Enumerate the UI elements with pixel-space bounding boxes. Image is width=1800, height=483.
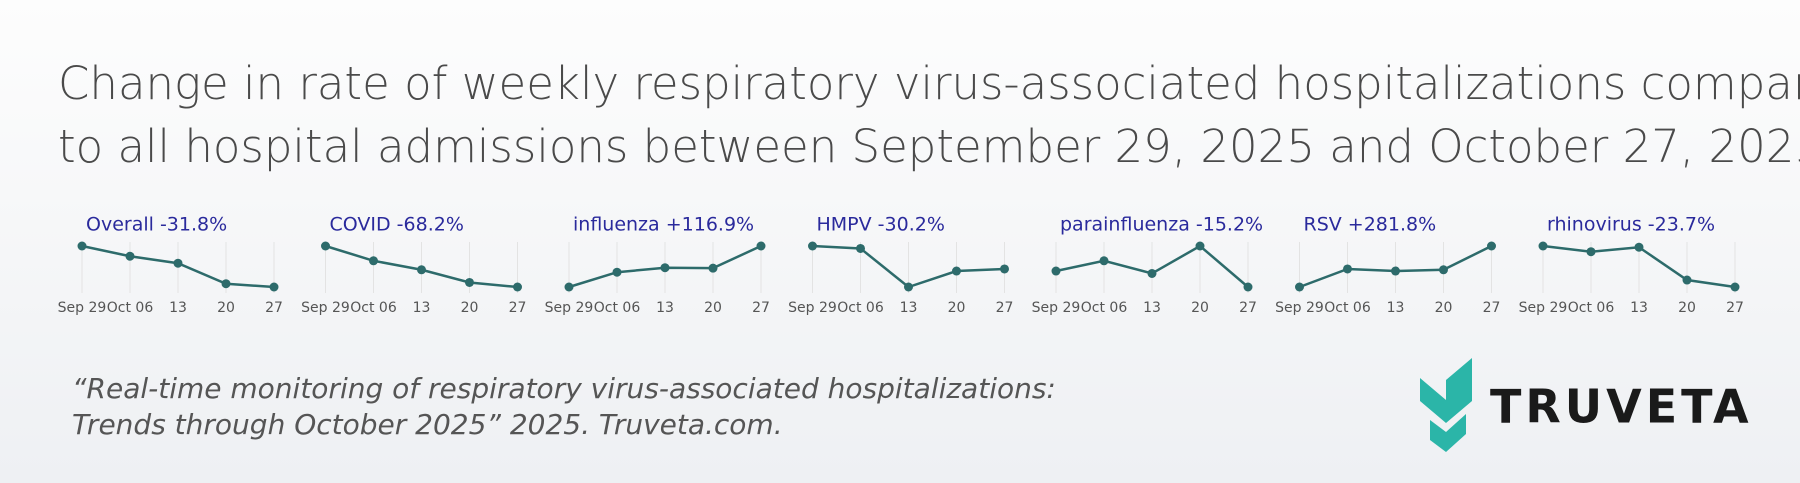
x-tick-label: 13 [1143, 300, 1161, 316]
x-tick-label: 27 [1726, 300, 1744, 316]
x-tick-label: Sep 29 [58, 300, 107, 316]
x-tick-label: 13 [413, 300, 431, 316]
data-point [77, 241, 87, 251]
data-point [1195, 241, 1205, 251]
data-point [173, 258, 183, 268]
data-point [125, 251, 135, 261]
data-point [417, 265, 426, 275]
data-point [1538, 241, 1548, 251]
data-point [1000, 264, 1009, 274]
panel-title: COVID -68.2% [330, 214, 464, 236]
data-point [660, 263, 670, 273]
x-tick-label: Sep 29 [1519, 300, 1568, 316]
x-tick-label: 20 [217, 300, 235, 316]
data-point [708, 263, 718, 273]
x-tick-label: Oct 06 [837, 300, 884, 316]
data-point [1295, 282, 1304, 292]
data-point [1586, 247, 1596, 257]
panel-title: influenza +116.9% [573, 214, 754, 236]
x-tick-label: 27 [752, 300, 770, 316]
x-tick-label: Oct 06 [594, 300, 641, 316]
x-tick-label: 27 [996, 300, 1014, 316]
data-point [856, 243, 865, 253]
logo-text: TRUVETA [1490, 380, 1753, 434]
data-point [321, 241, 330, 251]
x-tick-label: Oct 06 [1324, 300, 1371, 316]
x-tick-label: 27 [509, 300, 527, 316]
data-point [564, 282, 574, 292]
x-tick-label: 20 [948, 300, 966, 316]
x-tick-label: 20 [704, 300, 722, 316]
data-point [1099, 256, 1109, 266]
data-point [1730, 282, 1740, 292]
data-point [1243, 282, 1253, 292]
x-tick-label: 20 [461, 300, 479, 316]
x-tick-label: Oct 06 [1568, 300, 1615, 316]
x-tick-label: Oct 06 [1081, 300, 1128, 316]
x-tick-label: Sep 29 [788, 300, 837, 316]
x-tick-label: Oct 06 [350, 300, 397, 316]
data-point [1487, 241, 1496, 251]
data-point [1439, 265, 1448, 275]
data-point [904, 282, 913, 292]
data-point [952, 266, 961, 276]
data-point [1391, 266, 1400, 276]
data-point [1343, 264, 1352, 274]
x-tick-label: Oct 06 [107, 300, 154, 316]
data-point [221, 279, 231, 289]
title-line: Change in rate of weekly respiratory vir… [58, 57, 1800, 110]
x-tick-label: 20 [1678, 300, 1696, 316]
x-tick-label: 13 [1387, 300, 1405, 316]
x-tick-label: 27 [1239, 300, 1257, 316]
data-point [756, 241, 766, 251]
panel-title: rhinovirus -23.7% [1547, 214, 1715, 236]
x-tick-label: 27 [265, 300, 283, 316]
title-line: to all hospital admissions between Septe… [58, 120, 1800, 173]
x-tick-label: Sep 29 [545, 300, 594, 316]
panel-title: HMPV -30.2% [817, 214, 945, 236]
data-point [1682, 275, 1692, 285]
x-tick-label: Sep 29 [1032, 300, 1081, 316]
panel-title: parainfluenza -15.2% [1060, 214, 1263, 236]
x-tick-label: Sep 29 [1275, 300, 1324, 316]
x-tick-label: 13 [1630, 300, 1648, 316]
x-tick-label: 13 [900, 300, 918, 316]
data-point [1051, 266, 1061, 276]
panel-title: RSV +281.8% [1304, 214, 1437, 236]
data-point [1634, 242, 1644, 252]
x-tick-label: 20 [1191, 300, 1209, 316]
x-tick-label: 13 [656, 300, 674, 316]
data-point [269, 282, 279, 292]
x-tick-label: 20 [1435, 300, 1453, 316]
x-tick-label: 27 [1483, 300, 1501, 316]
data-point [808, 241, 817, 251]
data-point [465, 277, 474, 287]
citation-line: Trends through October 2025” 2025. Truve… [72, 408, 783, 441]
x-tick-label: 13 [169, 300, 187, 316]
citation-line: “Real-time monitoring of respiratory vir… [72, 372, 1056, 405]
data-point [612, 267, 622, 277]
data-point [369, 256, 378, 266]
data-point [1147, 268, 1157, 278]
panel-title: Overall -31.8% [86, 214, 227, 236]
data-point [513, 282, 522, 292]
x-tick-label: Sep 29 [301, 300, 350, 316]
logo-mark [1420, 358, 1472, 452]
